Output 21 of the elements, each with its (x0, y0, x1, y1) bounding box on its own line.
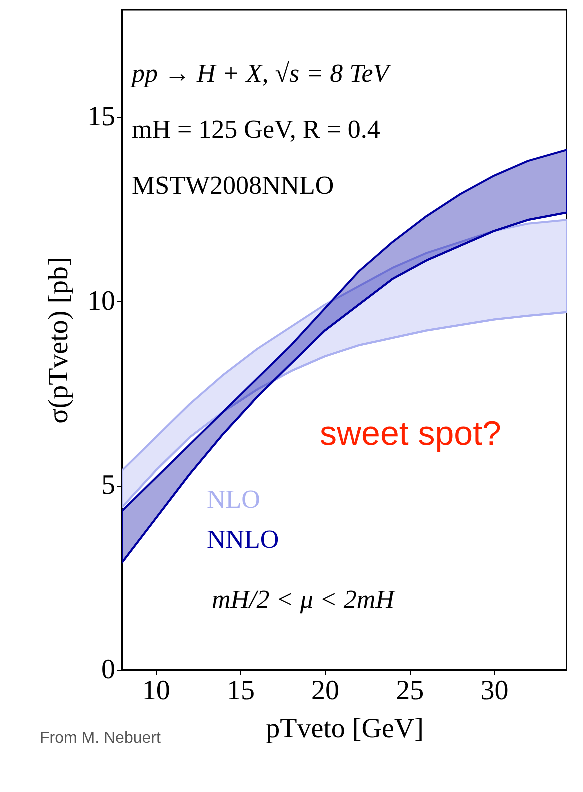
annotation: mH/2 < μ < 2mH (212, 585, 396, 614)
series-label: NLO (207, 485, 260, 514)
series-label: NNLO (207, 525, 280, 554)
line-series (122, 212, 567, 564)
y-tick-label: 0 (102, 654, 116, 686)
annotation: mH = 125 GeV, R = 0.4 (132, 115, 380, 144)
x-axis-title: pTveto [GeV] (266, 714, 424, 744)
x-tick-label: 30 (480, 676, 509, 706)
x-tick-label: 10 (142, 676, 170, 706)
y-tick-label: 15 (88, 101, 116, 132)
x-tick-label: 25 (396, 676, 424, 706)
y-tick-label: 5 (102, 470, 116, 502)
annotation: sweet spot? (320, 415, 502, 453)
line-series (122, 311, 567, 509)
text: From M. Nebuert (40, 730, 162, 747)
x-tick-label: 15 (226, 676, 255, 706)
y-axis-title: σ(pTveto) [pb] (44, 257, 74, 424)
y-tick-label: 10 (88, 286, 116, 317)
annotation: MSTW2008NNLO (132, 171, 334, 200)
x-tick-label: 20 (312, 676, 340, 706)
annotation: pp → H + X, √s = 8 TeV (130, 59, 392, 88)
